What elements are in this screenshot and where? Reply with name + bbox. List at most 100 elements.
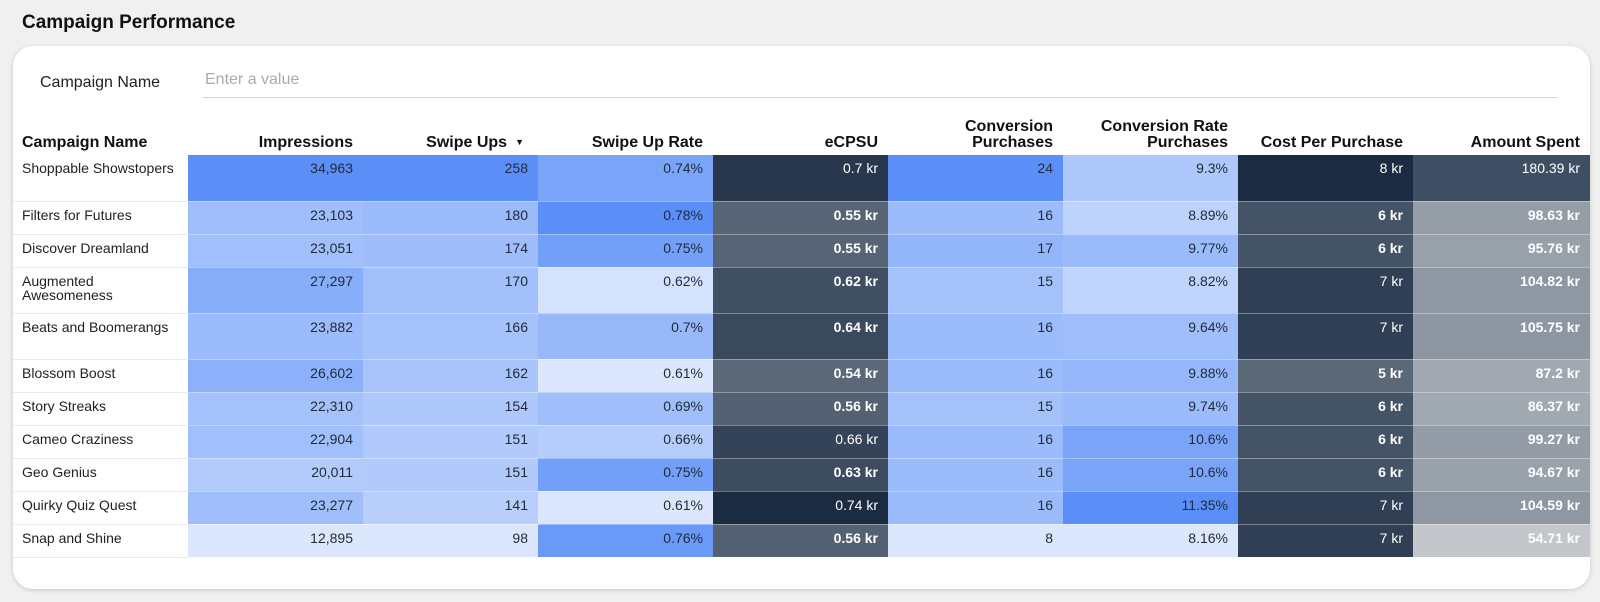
- impressions-cell: 26,602: [188, 359, 363, 393]
- column-header-campaign-name[interactable]: Campaign Name: [22, 134, 148, 151]
- campaign-name-cell: Story Streaks: [13, 392, 188, 426]
- amount-spent-cell: 105.75 kr: [1413, 313, 1590, 360]
- column-header-ecpsu[interactable]: eCPSU: [824, 134, 878, 151]
- ecpsu-cell: 0.63 kr: [713, 458, 888, 492]
- swipe-ups-cell: 141: [363, 491, 538, 525]
- table-row[interactable]: Augmented Awesomeness 27,297 170 0.62% 0.62 …: [13, 267, 1590, 314]
- ecpsu-cell: 0.62 kr: [713, 267, 888, 314]
- cost-per-purchase-cell: 6 kr: [1238, 425, 1413, 459]
- campaign-name-cell: Augmented Awesomeness: [13, 267, 188, 314]
- campaign-name-cell: Beats and Boomerangs: [13, 313, 188, 360]
- table-row[interactable]: Blossom Boost 26,602 162 0.61% 0.54 kr 16 9.88…: [13, 359, 1590, 393]
- ecpsu-cell: 0.64 kr: [713, 313, 888, 360]
- conversion-purchases-cell: 17: [888, 234, 1063, 268]
- amount-spent-cell: 104.82 kr: [1413, 267, 1590, 314]
- ecpsu-cell: 0.74 kr: [713, 491, 888, 525]
- cost-per-purchase-cell: 6 kr: [1238, 392, 1413, 426]
- conversion-purchases-cell: 15: [888, 267, 1063, 314]
- campaign-name-cell: Cameo Craziness: [13, 425, 188, 459]
- campaign-name-cell: Discover Dreamland: [13, 234, 188, 268]
- swipe-up-rate-cell: 0.61%: [538, 491, 713, 525]
- conversion-rate-cell: 8.16%: [1063, 524, 1238, 558]
- campaign-name-cell: Snap and Shine: [13, 524, 188, 558]
- impressions-cell: 23,882: [188, 313, 363, 360]
- swipe-ups-cell: 180: [363, 201, 538, 235]
- table-row[interactable]: Shoppable Showstopers 34,963 258 0.74% 0.7 k…: [13, 155, 1590, 202]
- amount-spent-cell: 98.63 kr: [1413, 201, 1590, 235]
- conversion-purchases-cell: 16: [888, 458, 1063, 492]
- cost-per-purchase-cell: 5 kr: [1238, 359, 1413, 393]
- swipe-up-rate-cell: 0.75%: [538, 458, 713, 492]
- campaign-name-cell: Quirky Quiz Quest: [13, 491, 188, 525]
- conversion-purchases-cell: 16: [888, 201, 1063, 235]
- cost-per-purchase-cell: 8 kr: [1238, 155, 1413, 202]
- filter-label: Campaign Name: [40, 74, 161, 91]
- table-row[interactable]: Discover Dreamland 23,051 174 0.75% 0.55 kr 1…: [13, 234, 1590, 268]
- column-header-impressions[interactable]: Impressions: [258, 134, 353, 151]
- campaign-name-filter-input[interactable]: [203, 68, 1558, 98]
- amount-spent-cell: 94.67 kr: [1413, 458, 1590, 492]
- campaign-name-filter: Campaign Name: [40, 68, 1558, 98]
- table-body: Shoppable Showstopers 34,963 258 0.74% 0.7 k…: [13, 155, 1590, 558]
- ecpsu-cell: 0.56 kr: [713, 392, 888, 426]
- ecpsu-cell: 0.66 kr: [713, 425, 888, 459]
- swipe-up-rate-cell: 0.66%: [538, 425, 713, 459]
- conversion-purchases-cell: 24: [888, 155, 1063, 202]
- conversion-rate-cell: 10.6%: [1063, 425, 1238, 459]
- amount-spent-cell: 54.71 kr: [1413, 524, 1590, 558]
- ecpsu-cell: 0.56 kr: [713, 524, 888, 558]
- conversion-purchases-cell: 16: [888, 491, 1063, 525]
- table-row[interactable]: Beats and Boomerangs 23,882 166 0.7% 0.64 kr…: [13, 313, 1590, 360]
- swipe-ups-cell: 151: [363, 458, 538, 492]
- column-header-swipe-up-rate[interactable]: Swipe Up Rate: [591, 134, 703, 151]
- amount-spent-cell: 95.76 kr: [1413, 234, 1590, 268]
- conversion-rate-cell: 11.35%: [1063, 491, 1238, 525]
- amount-spent-cell: 104.59 kr: [1413, 491, 1590, 525]
- impressions-cell: 12,895: [188, 524, 363, 558]
- column-header-amount-spent[interactable]: Amount Spent: [1470, 134, 1580, 151]
- column-header-swipe-ups[interactable]: Swipe Ups ▼: [363, 108, 538, 155]
- swipe-ups-cell: 154: [363, 392, 538, 426]
- amount-spent-cell: 180.39 kr: [1413, 155, 1590, 202]
- conversion-rate-cell: 8.89%: [1063, 201, 1238, 235]
- amount-spent-cell: 87.2 kr: [1413, 359, 1590, 393]
- swipe-up-rate-cell: 0.7%: [538, 313, 713, 360]
- swipe-up-rate-cell: 0.74%: [538, 155, 713, 202]
- table-row[interactable]: Geo Genius 20,011 151 0.75% 0.63 kr 16 10.6% 6 …: [13, 458, 1590, 492]
- swipe-up-rate-cell: 0.62%: [538, 267, 713, 314]
- impressions-cell: 20,011: [188, 458, 363, 492]
- conversion-rate-cell: 10.6%: [1063, 458, 1238, 492]
- table-row[interactable]: Filters for Futures 23,103 180 0.78% 0.55 kr…: [13, 201, 1590, 235]
- conversion-purchases-cell: 15: [888, 392, 1063, 426]
- swipe-ups-cell: 174: [363, 234, 538, 268]
- conversion-purchases-cell: 16: [888, 313, 1063, 360]
- conversion-rate-cell: 9.74%: [1063, 392, 1238, 426]
- impressions-cell: 27,297: [188, 267, 363, 314]
- table-row[interactable]: Snap and Shine 12,895 98 0.76% 0.56 kr 8 8.16%…: [13, 524, 1590, 558]
- table-header-row: Campaign Name Impressions Swipe Ups ▼ Swi…: [13, 108, 1590, 155]
- cost-per-purchase-cell: 6 kr: [1238, 234, 1413, 268]
- conversion-rate-cell: 8.82%: [1063, 267, 1238, 314]
- table-row[interactable]: Cameo Craziness 22,904 151 0.66% 0.66 kr 16 10…: [13, 425, 1590, 459]
- ecpsu-cell: 0.55 kr: [713, 201, 888, 235]
- column-header-conversion-rate-purchases[interactable]: Conversion Rate Purchases: [1100, 118, 1228, 151]
- impressions-cell: 34,963: [188, 155, 363, 202]
- ecpsu-cell: 0.55 kr: [713, 234, 888, 268]
- ecpsu-cell: 0.7 kr: [713, 155, 888, 202]
- conversion-purchases-cell: 8: [888, 524, 1063, 558]
- conversion-purchases-cell: 16: [888, 359, 1063, 393]
- cost-per-purchase-cell: 6 kr: [1238, 458, 1413, 492]
- impressions-cell: 22,904: [188, 425, 363, 459]
- column-header-cost-per-purchase[interactable]: Cost Per Purchase: [1260, 134, 1403, 151]
- swipe-ups-cell: 98: [363, 524, 538, 558]
- swipe-up-rate-cell: 0.76%: [538, 524, 713, 558]
- campaign-name-cell: Blossom Boost: [13, 359, 188, 393]
- table-row[interactable]: Quirky Quiz Quest 23,277 141 0.61% 0.74 kr 16…: [13, 491, 1590, 525]
- table-row[interactable]: Story Streaks 22,310 154 0.69% 0.56 kr 15 9.74…: [13, 392, 1590, 426]
- swipe-ups-cell: 151: [363, 425, 538, 459]
- swipe-ups-cell: 170: [363, 267, 538, 314]
- sort-descending-icon[interactable]: ▼: [515, 137, 524, 147]
- cost-per-purchase-cell: 7 kr: [1238, 313, 1413, 360]
- conversion-rate-cell: 9.3%: [1063, 155, 1238, 202]
- column-header-conversion-purchases[interactable]: Conversion Purchases: [964, 118, 1053, 151]
